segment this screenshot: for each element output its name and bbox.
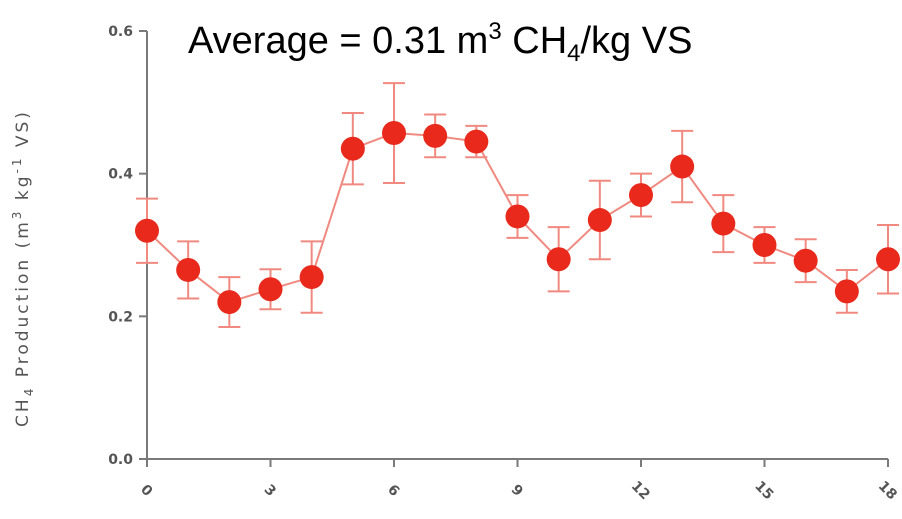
annotation-superscript: 3 bbox=[488, 18, 502, 45]
data-point bbox=[711, 211, 736, 236]
data-point bbox=[793, 248, 818, 273]
data-point bbox=[258, 277, 283, 302]
data-point bbox=[587, 208, 612, 233]
y-tick-label: 0.0 bbox=[108, 452, 133, 468]
x-tick-label: 15 bbox=[751, 478, 776, 503]
annotation-text-mid: CH bbox=[501, 20, 568, 62]
y-tick-label: 0.6 bbox=[108, 24, 133, 40]
average-annotation: Average = 0.31 m3 CH4/kg VS bbox=[188, 18, 693, 66]
data-point bbox=[464, 129, 489, 154]
y-axis-label: CH4 Production (m3 kg-1 VS) bbox=[10, 109, 36, 427]
annotation-text-main: Average = 0.31 m bbox=[188, 20, 489, 62]
x-tick-label: 9 bbox=[508, 482, 526, 500]
y-tick-label: 0.2 bbox=[108, 309, 133, 325]
data-point bbox=[340, 136, 365, 161]
data-point bbox=[876, 247, 900, 272]
x-tick-label: 3 bbox=[261, 482, 279, 500]
x-tick-label: 12 bbox=[628, 478, 653, 503]
data-points bbox=[135, 121, 900, 315]
data-point bbox=[505, 204, 530, 229]
x-tick-label: 0 bbox=[137, 482, 155, 500]
data-point bbox=[423, 123, 448, 148]
x-tick-label: 18 bbox=[875, 478, 900, 503]
annotation-subscript: 4 bbox=[567, 40, 581, 67]
tick-labels: 0.0 0.2 0.4 0.6 0 3 6 9 12 15 18 bbox=[108, 24, 900, 503]
data-point bbox=[546, 247, 571, 272]
data-point bbox=[382, 121, 406, 146]
x-tick-label: 6 bbox=[384, 482, 402, 500]
annotation-text-end: /kg VS bbox=[580, 20, 693, 62]
data-point bbox=[176, 257, 201, 282]
data-point bbox=[670, 154, 695, 179]
data-point bbox=[217, 290, 242, 315]
data-point bbox=[299, 265, 324, 290]
data-point bbox=[834, 279, 859, 304]
data-point bbox=[135, 218, 159, 243]
data-point bbox=[752, 233, 777, 257]
y-tick-label: 0.4 bbox=[108, 167, 133, 183]
data-point bbox=[629, 183, 653, 208]
